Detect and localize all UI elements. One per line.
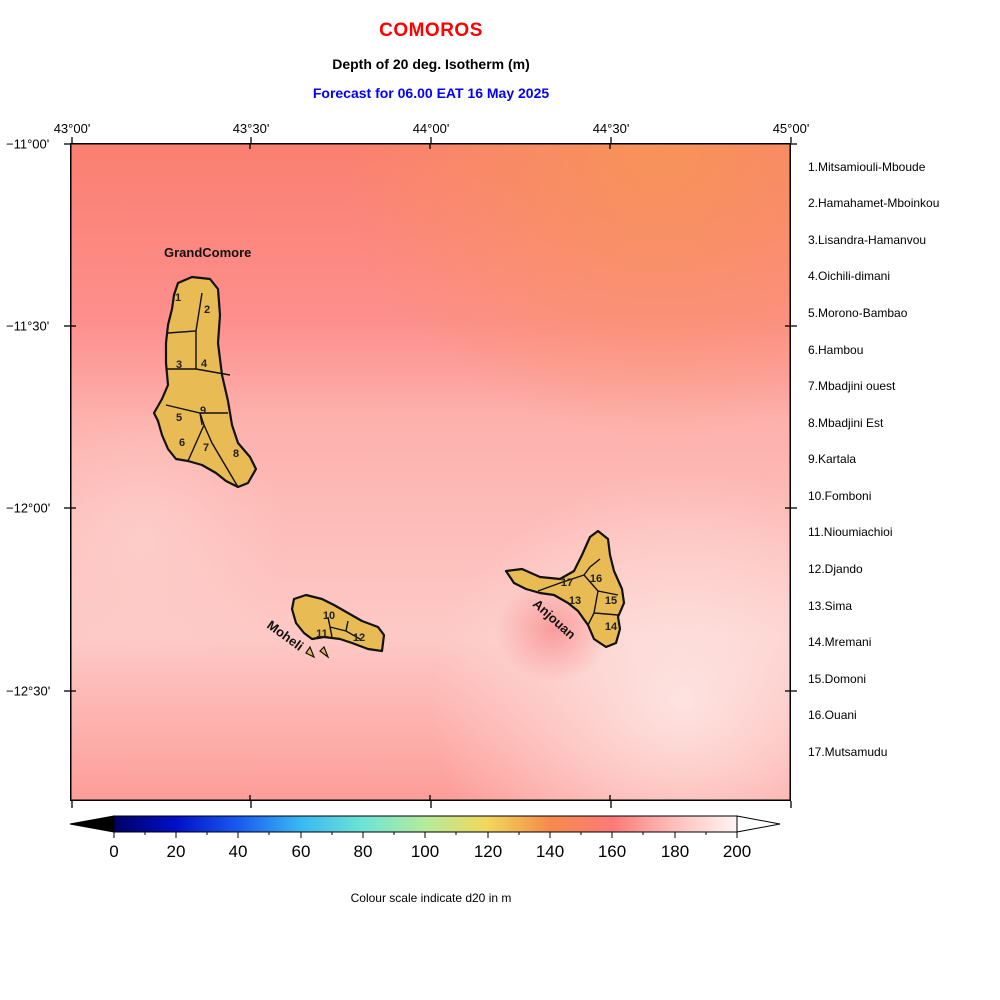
anjouan-island — [504, 529, 626, 649]
colorbar-label-140: 140 — [535, 842, 565, 861]
island-name-grand-comore: GrandComore — [164, 245, 251, 260]
legend-item: 5.Morono-Bambao — [808, 306, 908, 320]
region-label-4: 4 — [201, 358, 208, 370]
region-label-6: 6 — [179, 437, 185, 449]
legend-item: 8.Mbadjini Est — [808, 416, 884, 430]
colorbar-label-0: 0 — [109, 842, 119, 861]
lon-label-44-00: 44°00' — [412, 121, 450, 136]
legend-item: 7.Mbadjini ouest — [808, 379, 896, 393]
colorbar-label-80: 80 — [353, 842, 373, 861]
map-canvas: 1 2 3 4 5 6 7 8 9 10 11 12 13 14 15 16 1… — [70, 143, 791, 801]
colorbar-label-200: 200 — [722, 842, 752, 861]
lon-label-43-30: 43°30' — [232, 121, 270, 136]
forecast-time: Forecast for 06.00 EAT 16 May 2025 — [312, 85, 550, 101]
legend-item: 6.Hambou — [808, 343, 864, 357]
region-label-5: 5 — [176, 412, 182, 424]
colorbar-label-100: 100 — [410, 842, 440, 861]
region-label-14: 14 — [605, 621, 618, 633]
grand-comore-island — [152, 275, 258, 489]
legend-item: 17.Mutsamudu — [808, 745, 888, 759]
map-subtitle: Depth of 20 deg. Isotherm (m) — [332, 56, 530, 72]
moheli-island — [290, 593, 386, 659]
region-label-7: 7 — [203, 442, 209, 454]
region-label-10: 10 — [323, 610, 335, 622]
legend-item: 1.Mitsamiouli-Mboude — [808, 160, 926, 174]
legend-item: 16.Ouani — [808, 708, 857, 722]
colorbar-max-arrow — [736, 815, 781, 833]
region-label-13: 13 — [569, 595, 581, 607]
legend-item: 15.Domoni — [808, 672, 867, 686]
legend-item: 10.Fomboni — [808, 489, 872, 503]
legend-item: 9.Kartala — [808, 452, 857, 466]
lon-label-43-00: 43°00' — [53, 121, 91, 136]
colorbar-label-180: 180 — [660, 842, 690, 861]
lon-label-44-30: 44°30' — [592, 121, 630, 136]
legend-item: 3.Lisandra-Hamanvou — [808, 233, 927, 247]
region-label-12: 12 — [353, 632, 365, 644]
map-title: COMOROS — [379, 20, 483, 41]
lon-label-45-00: 45°00' — [772, 121, 810, 136]
region-label-9: 9 — [200, 405, 206, 417]
region-label-8: 8 — [233, 448, 239, 460]
legend-item: 13.Sima — [808, 599, 853, 613]
colorbar-label-60: 60 — [291, 842, 311, 861]
colorbar-label-120: 120 — [473, 842, 503, 861]
region-label-1: 1 — [175, 292, 181, 304]
colorbar-ramp — [113, 815, 738, 833]
legend-item: 11.Nioumiachioi — [808, 525, 893, 539]
legend-item: 4.Oichili-dimani — [808, 269, 891, 283]
legend-item: 12.Djando — [808, 562, 863, 576]
colorbar-label-20: 20 — [166, 842, 186, 861]
colorbar-caption: Colour scale indicate d20 in m — [350, 891, 512, 905]
region-label-15: 15 — [605, 595, 617, 607]
colorbar-label-160: 160 — [597, 842, 627, 861]
colorbar-label-40: 40 — [228, 842, 248, 861]
region-label-17: 17 — [561, 577, 573, 589]
legend-item: 14.Mremani — [808, 635, 872, 649]
legend-item: 2.Hamahamet-Mboinkou — [808, 196, 940, 210]
lat-label-11-00: −11°00' — [6, 136, 50, 152]
region-label-3: 3 — [176, 359, 182, 371]
region-label-16: 16 — [590, 573, 602, 585]
colorbar-min-arrow — [69, 815, 115, 833]
lat-label-12-00: −12°00' — [6, 500, 51, 516]
region-label-11: 11 — [316, 628, 328, 640]
region-label-2: 2 — [204, 304, 210, 316]
lat-label-11-30: −11°30' — [6, 318, 50, 334]
lat-label-12-30: −12°30' — [6, 683, 51, 699]
